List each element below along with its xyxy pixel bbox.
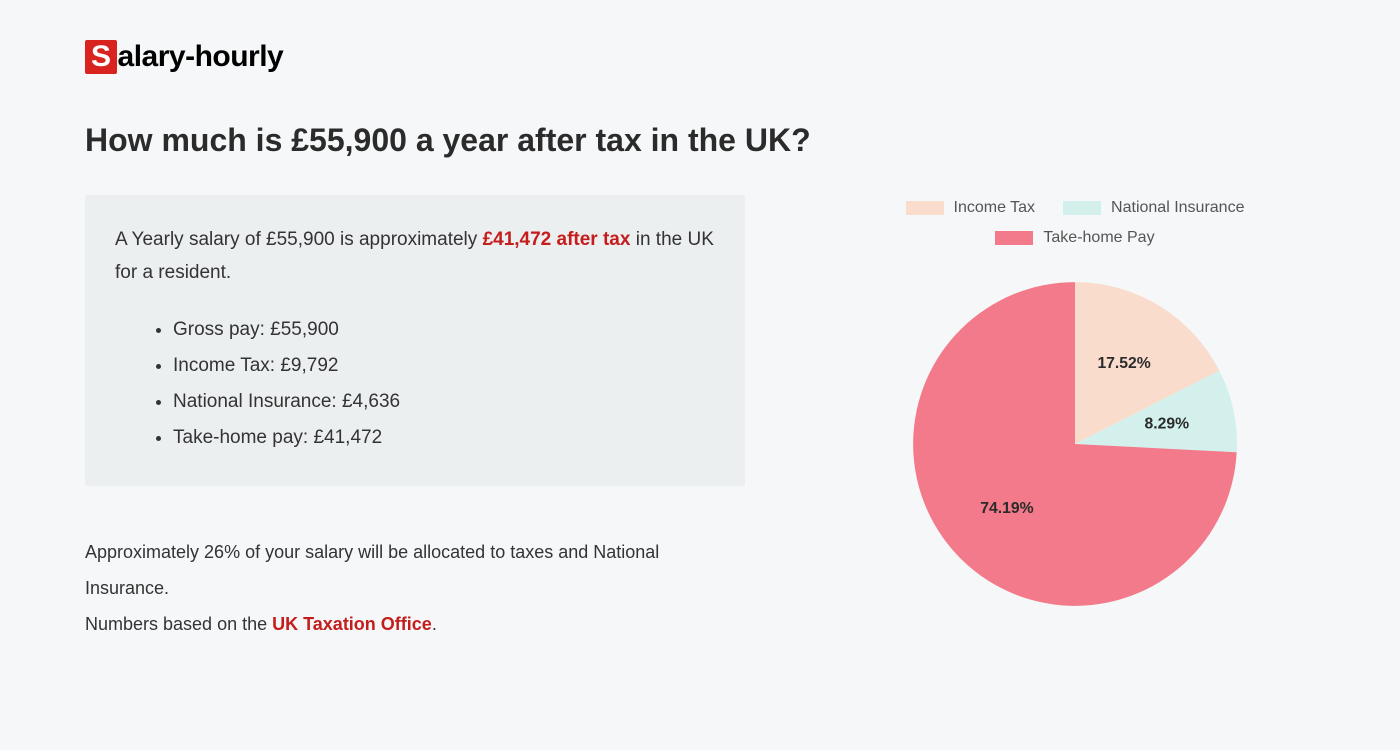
footnote-line2: Numbers based on the UK Taxation Office.: [85, 606, 745, 642]
footnote-pre: Numbers based on the: [85, 614, 272, 634]
summary-lead: A Yearly salary of £55,900 is approximat…: [115, 223, 715, 290]
legend-label: National Insurance: [1111, 199, 1244, 217]
logo-prefix: S: [85, 40, 117, 74]
legend-item: Take-home Pay: [995, 229, 1154, 247]
legend-label: Take-home Pay: [1043, 229, 1154, 247]
site-logo: Salary-hourly: [85, 40, 1315, 74]
slice-label: 8.29%: [1145, 416, 1190, 433]
left-column: A Yearly salary of £55,900 is approximat…: [85, 195, 745, 642]
list-item: Income Tax: £9,792: [173, 348, 715, 384]
list-item: National Insurance: £4,636: [173, 384, 715, 420]
footnote-line1: Approximately 26% of your salary will be…: [85, 534, 745, 606]
pie-wrap: 17.52% 8.29% 74.19%: [835, 259, 1315, 629]
list-item: Take-home pay: £41,472: [173, 420, 715, 456]
legend-item: Income Tax: [906, 199, 1036, 217]
list-item: Gross pay: £55,900: [173, 312, 715, 348]
logo-rest: alary-hourly: [118, 40, 284, 73]
lead-pre: A Yearly salary of £55,900 is approximat…: [115, 229, 483, 250]
pie-chart: 17.52% 8.29% 74.19%: [890, 259, 1260, 629]
slice-label: 17.52%: [1097, 355, 1150, 372]
swatch-takehome: [995, 231, 1033, 245]
tax-office-link[interactable]: UK Taxation Office: [272, 614, 432, 634]
footnote-post: .: [432, 614, 437, 634]
swatch-income-tax: [906, 201, 944, 215]
right-column: Income Tax National Insurance Take-home …: [835, 195, 1315, 629]
chart-legend: Income Tax National Insurance Take-home …: [835, 199, 1315, 247]
legend-label: Income Tax: [954, 199, 1036, 217]
swatch-ni: [1063, 201, 1101, 215]
legend-item: National Insurance: [1063, 199, 1244, 217]
page-title: How much is £55,900 a year after tax in …: [85, 122, 1315, 159]
breakdown-list: Gross pay: £55,900 Income Tax: £9,792 Na…: [115, 312, 715, 456]
summary-box: A Yearly salary of £55,900 is approximat…: [85, 195, 745, 486]
slice-label: 74.19%: [980, 500, 1033, 517]
footnote: Approximately 26% of your salary will be…: [85, 534, 745, 642]
content-row: A Yearly salary of £55,900 is approximat…: [85, 195, 1315, 642]
lead-highlight: £41,472 after tax: [483, 229, 631, 250]
